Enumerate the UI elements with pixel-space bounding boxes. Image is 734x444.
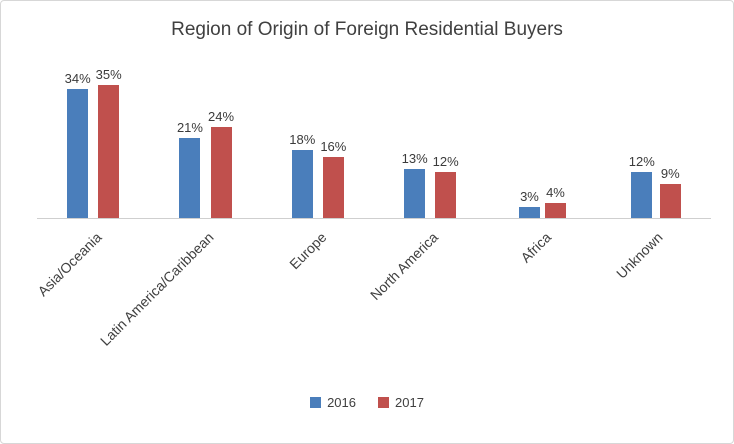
bar-column: 12% [629,154,655,218]
x-axis-slot: Africa [486,219,598,391]
data-label: 13% [401,151,428,166]
bar-column: 4% [544,185,566,218]
bar-column: 21% [177,120,203,218]
legend-item-2017: 2017 [378,395,424,410]
bar-group: 18% 16% [262,67,374,218]
chart-title: Region of Origin of Foreign Residential … [171,19,563,40]
plot-area: 34% 35% 21% 24% 18% 16% 13% 12% 3% 4% 12% 9% [37,67,711,219]
category-label: Unknown [613,229,667,282]
bar-2017 [435,172,457,218]
bar-2016 [67,89,89,218]
data-label: 12% [432,154,459,169]
bar-column: 18% [289,132,315,218]
data-label: 21% [176,120,203,135]
bar-2016 [179,138,201,218]
data-label: 4% [546,185,565,200]
data-label: 9% [660,166,680,181]
x-axis-slot: North America [367,219,486,391]
category-label: Asia/Oceania [34,229,105,300]
bar-2017 [322,157,344,218]
bar-group: 21% 24% [149,67,261,218]
bar-2016 [404,169,426,218]
bar-2017 [98,85,120,218]
data-label: 35% [95,67,122,82]
bar-2017 [544,203,566,218]
bar-2016 [291,150,313,218]
bar-column: 34% [65,71,91,218]
data-label: 18% [289,132,316,147]
bar-column: 35% [96,67,122,218]
data-label: 12% [628,154,655,169]
legend: 2016 2017 [1,395,733,410]
x-axis-slot: Latin America/Caribbean [97,219,261,391]
bar-column: 9% [659,166,681,218]
bar-column: 3% [518,189,540,218]
bar-2017 [659,184,681,218]
legend-label: 2017 [395,395,424,410]
data-label: 16% [320,139,347,154]
category-label: North America [367,229,442,304]
legend-swatch [310,397,322,408]
data-label: 34% [64,71,91,86]
bar-column: 24% [208,109,234,218]
category-label: Europe [285,229,330,273]
legend-label: 2016 [327,395,356,410]
bar-group: 34% 35% [37,67,149,218]
bar-column: 13% [402,151,428,218]
x-axis-slot: Europe [262,219,374,391]
bar-2016 [518,207,540,218]
data-label: 3% [520,189,539,204]
bar-group: 3% 4% [486,67,598,218]
bar-2017 [210,127,232,218]
bar-group: 13% 12% [374,67,486,218]
bar-group: 12% 9% [599,67,711,218]
bar-column: 12% [433,154,459,218]
category-label: Africa [517,229,554,266]
bar-column: 16% [320,139,346,218]
x-axis-slot: Unknown [599,219,711,391]
data-label: 24% [207,109,235,124]
legend-item-2016: 2016 [310,395,356,410]
bar-2016 [631,172,653,218]
legend-swatch [378,397,389,408]
x-axis-labels: Asia/Oceania Latin America/Caribbean Europ… [34,219,711,391]
